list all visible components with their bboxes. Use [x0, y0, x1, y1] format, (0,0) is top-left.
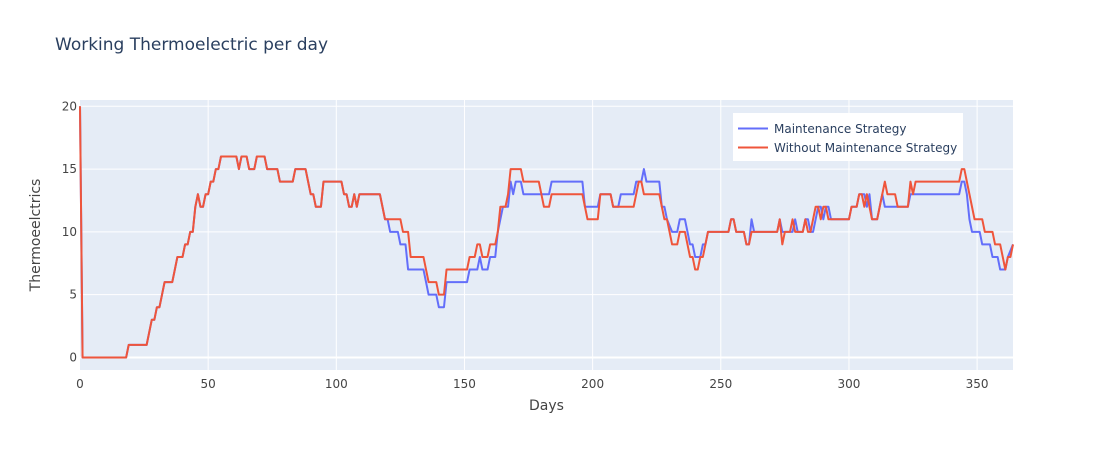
- chart-title: Working Thermoelectric per day: [55, 35, 328, 55]
- y-axis-title: Thermoeelctrics: [28, 179, 44, 293]
- legend-label-maintenance[interactable]: Maintenance Strategy: [774, 122, 907, 136]
- series-lines[interactable]: [79, 106, 1014, 359]
- y-tick-label: 15: [62, 162, 77, 176]
- x-tick-label: 250: [709, 377, 732, 391]
- x-tick-label: 100: [325, 377, 348, 391]
- x-tick-label: 150: [453, 377, 476, 391]
- x-tick-label: 50: [201, 377, 216, 391]
- legend[interactable]: Maintenance Strategy Without Maintenance…: [733, 113, 963, 161]
- y-tick-label: 0: [69, 350, 77, 364]
- x-tick-label: 0: [76, 377, 84, 391]
- axis-ticks: 0 50 100 150 200 250 300 350 0 5 10 15 20: [62, 99, 989, 391]
- series-line-without-maintenance[interactable]: [79, 106, 1014, 359]
- y-tick-label: 20: [62, 99, 77, 113]
- y-tick-label: 5: [69, 288, 77, 302]
- legend-box: [733, 113, 963, 161]
- x-tick-label: 200: [581, 377, 604, 391]
- x-tick-label: 350: [966, 377, 989, 391]
- x-axis-title: Days: [529, 398, 564, 414]
- x-tick-label: 300: [838, 377, 861, 391]
- y-tick-label: 10: [62, 225, 77, 239]
- legend-label-without-maintenance[interactable]: Without Maintenance Strategy: [774, 141, 957, 155]
